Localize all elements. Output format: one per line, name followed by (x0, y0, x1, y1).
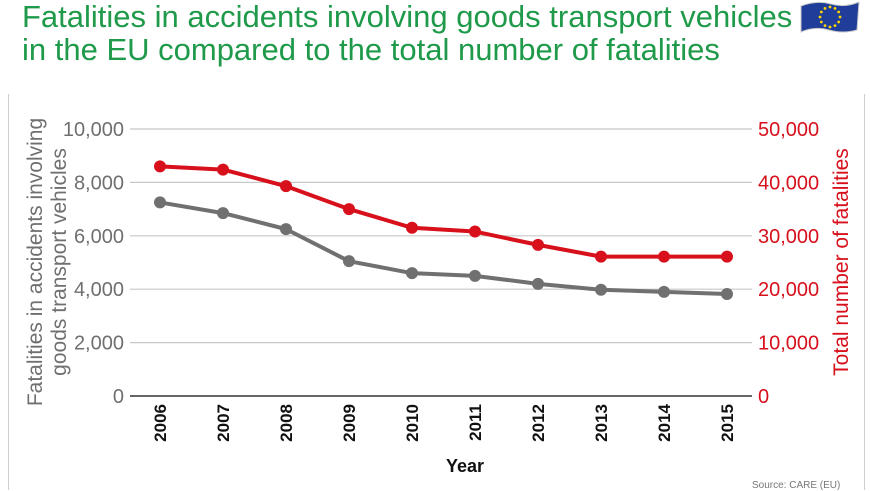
x-axis-label: Year (446, 456, 484, 476)
goods-vehicle-fatalities-point (721, 288, 733, 301)
x-tick-label: 2013 (592, 404, 611, 442)
right-tick-label: 0 (758, 386, 769, 408)
goods-vehicle-fatalities-point (406, 267, 418, 280)
left-tick-label: 10,000 (63, 119, 124, 141)
left-axis-ticks: 0 2,000 4,000 6,000 8,000 10,000 (63, 119, 124, 408)
x-tick-label: 2015 (718, 404, 737, 442)
x-tick-label: 2006 (151, 404, 170, 442)
right-axis-label: Total number of fatalities (830, 148, 853, 376)
eu-flag-icon (800, 1, 860, 33)
series-layer (154, 160, 733, 301)
chart-title: Fatalities in accidents involving goods … (22, 0, 802, 66)
flag-star (837, 10, 841, 14)
total-fatalities-point (217, 163, 229, 176)
title-line-2: in the EU compared to the total number o… (22, 32, 720, 67)
source-note: Source: CARE (EU) (752, 480, 841, 491)
total-fatalities-point (406, 221, 418, 234)
x-axis-ticks: 2006 2007 2008 2009 2010 2011 2012 2013 2014 2015 (151, 403, 737, 441)
total-fatalities-point (532, 238, 544, 251)
flag-star (838, 15, 842, 19)
x-tick-label: 2012 (529, 404, 548, 442)
x-tick-label: 2014 (655, 403, 674, 441)
flag-star (818, 15, 822, 19)
goods-vehicle-fatalities-line (158, 200, 729, 297)
goods-vehicle-fatalities-point (343, 255, 355, 268)
right-tick-label: 20,000 (758, 279, 819, 301)
x-tick-label: 2007 (214, 404, 233, 442)
left-tick-label: 8,000 (74, 172, 124, 194)
x-tick-label: 2009 (340, 404, 359, 442)
left-tick-label: 2,000 (74, 333, 124, 355)
left-tick-label: 0 (113, 386, 124, 408)
total-fatalities-point (343, 203, 355, 216)
goods-vehicle-fatalities-point (532, 277, 544, 290)
goods-vehicle-fatalities-point (154, 196, 166, 209)
frame-left-border (8, 94, 9, 490)
flag-star (823, 24, 827, 28)
flag-star (833, 6, 837, 10)
total-fatalities-line (158, 164, 729, 259)
goods-vehicle-fatalities-point (280, 223, 292, 236)
right-axis-ticks: 0 10,000 20,000 30,000 40,000 50,000 (758, 119, 819, 408)
total-fatalities-point (469, 225, 481, 238)
total-fatalities-point (721, 250, 733, 263)
frame-right-border (864, 94, 865, 490)
flag-star (819, 20, 823, 24)
goods-vehicle-fatalities-point (658, 285, 670, 298)
left-tick-label: 4,000 (74, 279, 124, 301)
x-tick-label: 2008 (277, 404, 296, 442)
goods-vehicle-fatalities-point (469, 269, 481, 282)
total-fatalities-point (658, 250, 670, 263)
flag-star (819, 10, 823, 14)
total-fatalities-point (595, 250, 607, 263)
flag-star (823, 6, 827, 10)
flag-star (833, 24, 837, 28)
goods-vehicle-fatalities-point (595, 283, 607, 296)
flag-star (837, 20, 841, 24)
right-tick-label: 30,000 (758, 226, 819, 248)
left-axis-label-line-2: goods transport vehicles (48, 148, 71, 376)
x-tick-label: 2011 (466, 404, 485, 441)
left-tick-label: 6,000 (74, 226, 124, 248)
flag-star (828, 5, 832, 9)
left-axis-label-line-1: Fatalities in accidents involving (24, 118, 47, 406)
flag-star (828, 25, 832, 29)
total-fatalities-point (154, 160, 166, 173)
total-fatalities-point (280, 180, 292, 193)
x-tick-label: 2010 (403, 404, 422, 442)
title-line-1: Fatalities in accidents involving goods … (22, 0, 793, 34)
right-tick-label: 50,000 (758, 119, 819, 141)
right-tick-label: 40,000 (758, 172, 819, 194)
gridlines (130, 128, 752, 344)
right-tick-label: 10,000 (758, 333, 819, 355)
goods-vehicle-fatalities-point (217, 207, 229, 220)
